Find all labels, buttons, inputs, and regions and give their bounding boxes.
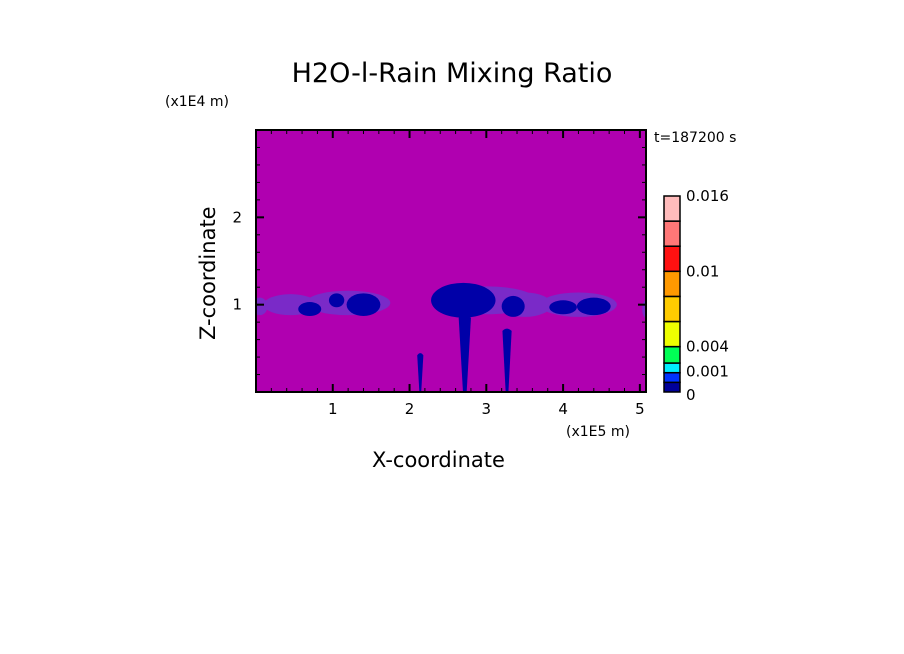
rain-shaft [458,315,471,392]
y-unit-label: (x1E4 m) [165,94,229,110]
colorbar-segment [663,245,681,273]
rain-region-mid [431,282,496,318]
chart-title: H2O-l-Rain Mixing Ratio [291,58,613,89]
colorbar-segment [663,320,681,348]
plot-frame [255,129,647,393]
rain-region-mid [501,295,525,317]
colorbar-label: 0 [686,386,696,404]
rain-shaft [502,328,512,392]
rain-region-mid [346,293,381,317]
field-layer [256,282,646,392]
colorbar-segment [663,345,681,364]
colorbar-segment [663,295,681,323]
rain-region-mid [328,293,345,308]
x-tick-label: 2 [405,400,415,418]
rain-region-mid [298,302,322,317]
y-tick-label: 1 [232,296,242,314]
x-axis-label: X-coordinate [372,448,505,472]
x-tick-label: 5 [635,400,645,418]
x-unit-label: (x1E5 m) [566,424,630,440]
colorbar-label: 0.01 [686,262,719,280]
rain-shaft [417,353,424,392]
rain-region-mid [549,300,577,315]
colorbar-segment [663,371,681,384]
x-tick-label: 3 [482,400,492,418]
time-label: t=187200 s [654,130,737,146]
x-tick-label: 4 [558,400,568,418]
plot-background [256,130,646,392]
colorbar-segment [663,195,681,222]
rain-region-mid [576,297,611,316]
colorbar-segment [663,362,681,374]
x-tick-label: 1 [328,400,338,418]
y-tick-label: 2 [232,208,242,226]
colorbar-label: 0.001 [686,362,729,380]
colorbar-segment [663,220,681,247]
colorbar-label: 0.016 [686,187,729,205]
colorbar-segment [663,270,681,298]
colorbar-segment [663,381,681,393]
colorbar-label: 0.004 [686,338,729,356]
